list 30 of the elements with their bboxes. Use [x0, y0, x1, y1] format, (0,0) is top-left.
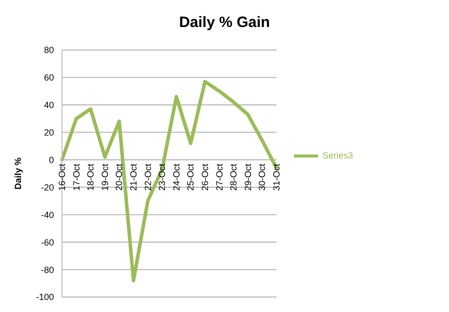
x-tick-label: 16-Oct: [57, 163, 67, 191]
y-tick-label: 60: [44, 72, 54, 83]
x-tick-label: 25-Oct: [186, 163, 196, 191]
x-tick-label: 20-Oct: [114, 163, 124, 191]
x-tick-label: 19-Oct: [100, 163, 110, 191]
x-tick-label: 21-Oct: [128, 163, 138, 191]
x-tick-label: 31-Oct: [271, 163, 282, 191]
y-tick-label: 40: [44, 100, 54, 110]
x-tick-label: 27-Oct: [214, 163, 224, 191]
legend-label: Series3: [322, 150, 353, 160]
x-tick-label: 22-Oct: [142, 163, 153, 191]
y-tick-label: -80: [40, 264, 54, 275]
chart-title: Daily % Gain: [178, 14, 271, 31]
x-tick-label: 24-Oct: [171, 163, 182, 191]
y-tick-label: -60: [40, 237, 54, 248]
y-tick-label: -40: [40, 210, 54, 220]
y-tick-label: 0: [48, 154, 54, 165]
x-tick-label: 17-Oct: [71, 163, 82, 191]
x-tick-label: 18-Oct: [86, 163, 96, 191]
x-tick-label: 30-Oct: [257, 163, 268, 191]
y-tick-label: 20: [44, 128, 54, 138]
x-tick-label: 28-Oct: [228, 163, 239, 191]
x-tick-label: 23-Oct: [157, 163, 168, 191]
y-axis-title: Daily %: [13, 157, 24, 190]
y-tick-label: 80: [44, 45, 54, 56]
x-tick-label: 29-Oct: [242, 163, 253, 191]
x-tick-label: 26-Oct: [200, 163, 210, 191]
y-tick-label: -20: [40, 182, 54, 192]
y-tick-label: -100: [36, 292, 54, 302]
line-series: [60, 80, 278, 282]
